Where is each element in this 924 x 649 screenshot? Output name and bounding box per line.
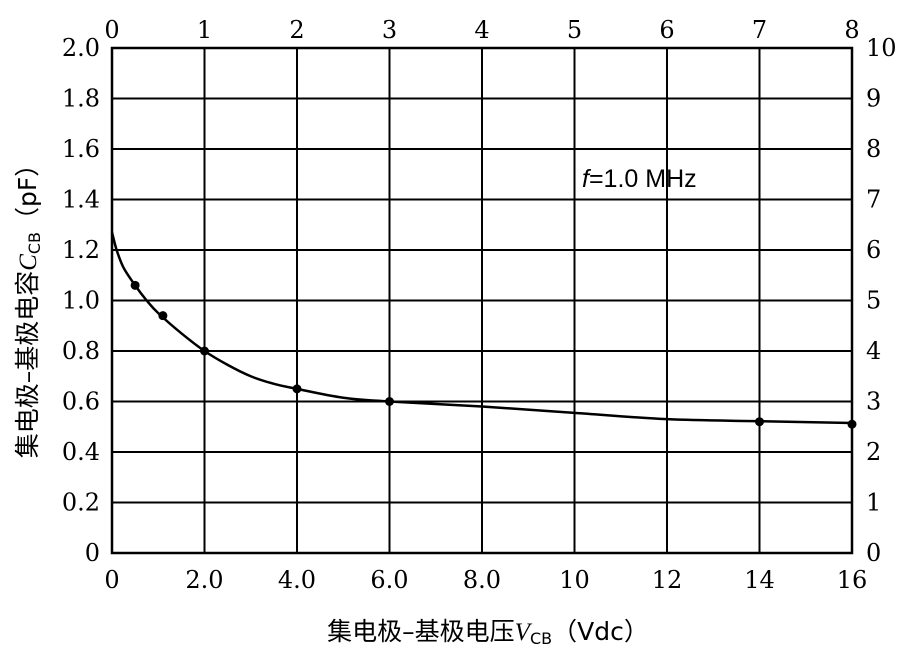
right-tick-label: 6	[866, 236, 881, 264]
right-tick-label: 5	[866, 287, 881, 315]
data-point	[385, 397, 394, 406]
right-tick-label: 4	[866, 337, 881, 365]
top-tick-label: 8	[844, 16, 859, 44]
y-tick-label: 1.8	[62, 85, 100, 113]
x-tick-label: 14	[744, 566, 775, 594]
right-tick-label: 2	[866, 438, 881, 466]
right-tick-label: 8	[866, 135, 881, 163]
plot-frame	[110, 46, 854, 555]
y-tick-label: 1.6	[62, 135, 100, 163]
top-tick-label: 2	[289, 16, 304, 44]
y-tick-label: 0.2	[62, 489, 100, 517]
y-tick-label: 0.8	[62, 337, 100, 365]
data-point	[158, 311, 168, 321]
top-tick-label: 3	[382, 16, 397, 44]
x-axis-label: 集电极–基极电压VCB（Vdc）	[327, 617, 649, 648]
y-tick-label: 2.0	[62, 34, 100, 62]
frequency-annotation: f=1.0 MHz	[582, 165, 697, 193]
data-point	[200, 346, 209, 356]
tick-labels: 0 2.0 4.0 6.0 8.0 10 12 14 1600.20.40.60.81.01.2…	[62, 16, 897, 594]
x-tick-label: 0	[104, 566, 119, 594]
y-tick-label: 1.2	[62, 236, 100, 264]
y-axis-label: 集电极–基极电容CCB（pF）	[13, 152, 44, 459]
right-tick-label: 7	[866, 186, 881, 214]
right-tick-label: 0	[866, 539, 881, 567]
right-tick-label: 9	[866, 85, 881, 113]
right-tick-label: 3	[866, 388, 881, 416]
y-tick-label: 0	[85, 539, 100, 567]
x-tick-label: 4.0	[278, 566, 316, 594]
grid	[111, 47, 853, 554]
y-tick-label: 0.4	[62, 438, 100, 466]
x-tick-label: 2.0	[185, 566, 223, 594]
top-tick-label: 6	[659, 16, 674, 44]
top-tick-label: 5	[567, 16, 582, 44]
data-point	[847, 419, 857, 429]
right-tick-label: 10	[866, 34, 897, 62]
data-markers	[130, 280, 857, 429]
data-point	[130, 280, 140, 290]
x-tick-label: 10	[559, 566, 590, 594]
x-tick-label: 16	[837, 566, 868, 594]
y-tick-label: 0.6	[62, 388, 100, 416]
top-tick-label: 7	[752, 16, 767, 44]
data-point	[755, 417, 764, 427]
top-tick-label: 1	[197, 16, 212, 44]
top-tick-label: 4	[474, 16, 489, 44]
x-tick-label: 6.0	[370, 566, 408, 594]
data-point	[292, 384, 302, 394]
right-tick-label: 1	[866, 489, 881, 517]
top-tick-label: 0	[104, 16, 119, 44]
y-tick-label: 1.4	[62, 186, 100, 214]
y-tick-label: 1.0	[62, 287, 100, 315]
x-tick-label: 8.0	[463, 566, 501, 594]
x-tick-label: 12	[652, 566, 683, 594]
